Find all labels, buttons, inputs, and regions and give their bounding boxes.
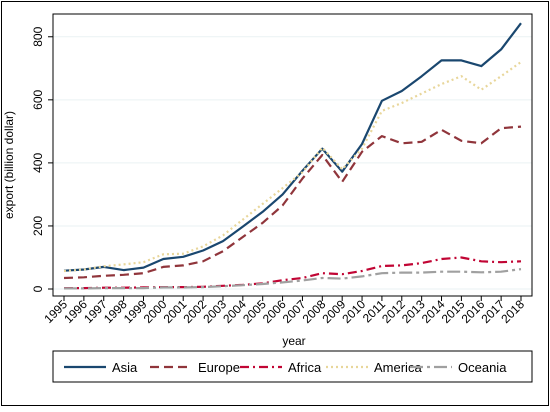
legend-box [52,350,533,383]
y-tick-label-0: 0 [31,285,45,292]
legend-label-oceania: Oceania [458,360,507,375]
series-line-europe [63,125,522,280]
y-tick-label-800: 800 [31,26,45,46]
legend-label-europe: Europe [198,360,240,375]
legend-label-asia: Asia [112,360,138,375]
outer-frame [1,1,549,406]
plot-area-frame [52,13,533,297]
y-axis-title: export (billion dollar) [2,111,16,219]
series-line-america [63,61,522,273]
legend-label-america: America [374,360,422,375]
y-tick-label-600: 600 [31,89,45,109]
legend-label-africa: Africa [288,360,322,375]
series-line-oceania [64,268,522,290]
y-tick-label-400: 400 [31,153,45,173]
y-tick-label-200: 200 [31,216,45,236]
series-line-asia [63,22,522,272]
x-axis-title: year [282,334,305,348]
